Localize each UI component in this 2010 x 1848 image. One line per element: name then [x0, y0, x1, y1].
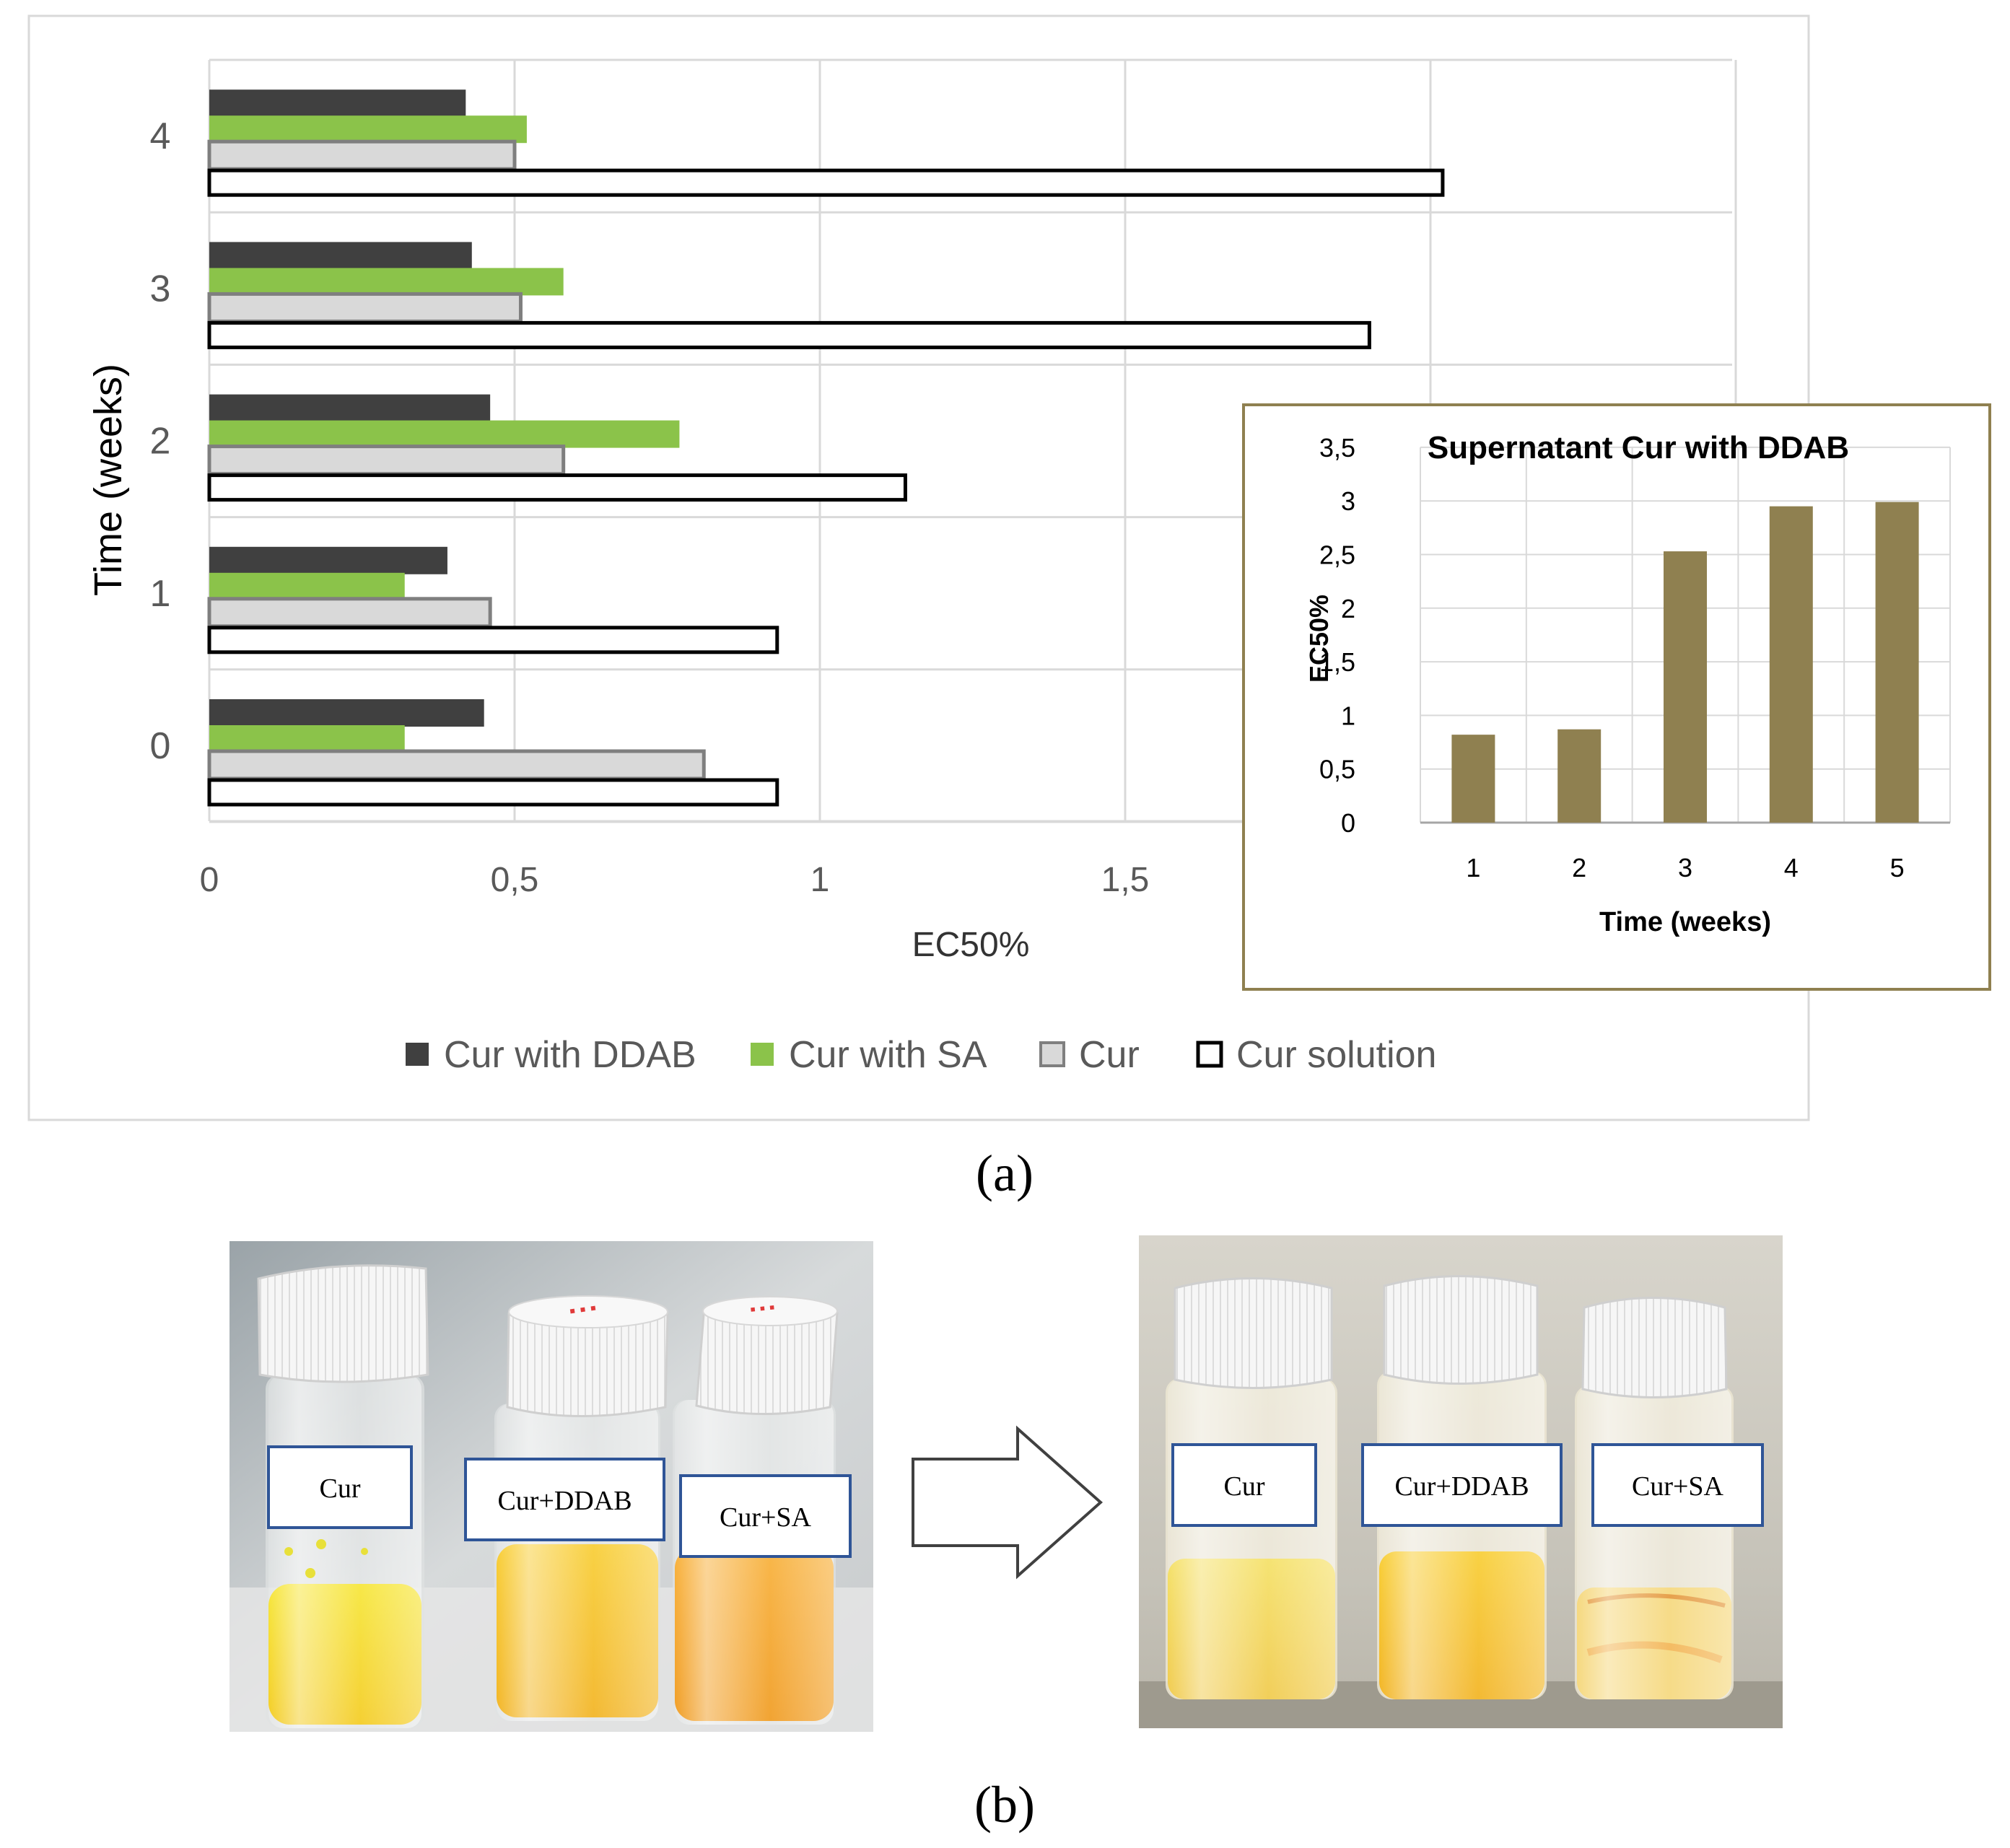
bar-cur-solution-week-0	[207, 778, 779, 807]
bar-cur-with-ddab-week-3	[209, 242, 472, 270]
caption-b: (b)	[974, 1776, 1035, 1834]
inset-x-tick-label: 1	[1466, 853, 1480, 883]
inset-bar-week-5	[1875, 502, 1919, 823]
bar-cur-week-0	[207, 749, 706, 781]
main-x-tick-label: 1	[810, 861, 830, 899]
inset-y-tick-label: 2,5	[1319, 540, 1355, 570]
vial-label-box	[679, 1474, 852, 1558]
bar-cur-with-ddab-week-0	[209, 699, 484, 727]
photo-after-labels: Cur Cur+DDAB Cur+SA	[1171, 1443, 1764, 1527]
bar-cur-week-2	[207, 445, 566, 476]
bar-cur-with-ddab-week-1	[209, 546, 447, 574]
inset-bar-week-4	[1769, 506, 1813, 823]
main-x-tick-label: 1,5	[1101, 861, 1150, 899]
main-y-tick-label: 1	[150, 573, 171, 615]
inset-y-tick-label: 0	[1341, 808, 1355, 838]
inset-x-tick-label: 4	[1784, 853, 1799, 883]
bar-cur-with-sa-week-3	[209, 268, 564, 296]
bar-cur-week-4	[207, 139, 517, 171]
bar-cur-solution-week-1	[207, 626, 779, 654]
vial-label-text: Cur+DDAB	[497, 1486, 632, 1516]
inset-chart-frame	[1242, 403, 1991, 991]
bar-cur-with-sa-week-0	[209, 725, 405, 753]
bar-cur-solution-week-4	[207, 168, 1445, 197]
inset-bar-chart: 0 0,5 1 1,5 2 2,5 3 3,5 1 2 3 4 5 Supernatant Cur wi…	[1242, 403, 1991, 991]
vial-label-box	[1591, 1443, 1764, 1527]
main-y-tick-label: 4	[150, 115, 171, 157]
inset-y-tick-label: 1,5	[1319, 647, 1355, 677]
inset-chart-title: Supernatant Cur with DDAB	[1428, 430, 1849, 465]
legend-swatch	[1039, 1041, 1065, 1067]
inset-chart-bars	[1451, 502, 1919, 823]
inset-chart-y-axis-label: EC50%	[1304, 595, 1334, 683]
vial-label-box	[464, 1458, 665, 1541]
vial-label-text: Cur+SA	[720, 1502, 812, 1533]
inset-y-tick-label: 3	[1341, 486, 1355, 516]
bar-cur-week-1	[207, 597, 492, 629]
inset-y-tick-label: 3,5	[1319, 433, 1355, 463]
main-chart-x-axis-label: EC50%	[912, 926, 1030, 964]
bar-cur-with-sa-week-1	[209, 572, 405, 600]
inset-y-tick-label: 0,5	[1319, 755, 1355, 784]
main-chart-legend: Cur with DDAB Cur with SA Cur Cur solution	[406, 1034, 1436, 1076]
main-chart-ticks: 0 0,5 1 1,5 0 1 2 3 4	[150, 115, 1150, 899]
legend-label: Cur solution	[1236, 1034, 1436, 1076]
legend-label: Cur	[1079, 1034, 1140, 1076]
vial-label-box	[1171, 1443, 1317, 1527]
inset-y-tick-label: 2	[1341, 594, 1355, 623]
inset-bar-week-1	[1451, 735, 1495, 823]
photo-before-labels: Cur Cur+DDAB Cur+SA	[267, 1445, 852, 1558]
main-x-tick-label: 0,5	[491, 861, 539, 899]
legend-swatch	[751, 1043, 774, 1066]
legend-label: Cur with DDAB	[444, 1034, 696, 1076]
bar-cur-week-3	[207, 292, 523, 323]
vial-label-text: Cur	[1224, 1471, 1265, 1502]
svg-text:▪ ▪ ▪: ▪ ▪ ▪	[568, 1299, 598, 1321]
inset-x-tick-label: 3	[1678, 853, 1692, 883]
photo-before: ▪ ▪ ▪ ▪ ▪ ▪ Cur Cur+DDAB Cur+SA	[230, 1241, 873, 1732]
vial-label-box	[267, 1445, 413, 1529]
vial-label-box	[1361, 1443, 1563, 1527]
legend-swatch	[406, 1043, 429, 1066]
inset-x-tick-label: 5	[1890, 853, 1905, 883]
legend-label: Cur with SA	[789, 1034, 987, 1076]
inset-x-tick-label: 2	[1572, 853, 1586, 883]
bar-cur-with-ddab-week-2	[209, 394, 491, 422]
main-chart-bars	[207, 89, 1445, 807]
main-chart-y-axis-label: Time (weeks)	[87, 364, 130, 596]
main-y-tick-label: 2	[150, 421, 171, 463]
bar-cur-with-ddab-week-4	[209, 89, 466, 118]
vial-label-text: Cur	[320, 1473, 361, 1504]
inset-y-tick-label: 1	[1341, 701, 1355, 730]
vial-label-text: Cur+SA	[1632, 1471, 1724, 1502]
vial-label-text: Cur+DDAB	[1394, 1471, 1529, 1502]
bar-cur-solution-week-2	[207, 473, 907, 502]
main-y-tick-label: 3	[150, 268, 171, 310]
arrow-right-icon	[912, 1425, 1104, 1580]
bar-cur-with-sa-week-2	[209, 420, 680, 448]
photo-after: Cur Cur+DDAB Cur+SA	[1139, 1235, 1783, 1728]
inset-chart-ticks: 0 0,5 1 1,5 2 2,5 3 3,5 1 2 3 4 5	[1319, 433, 1905, 883]
bar-cur-with-sa-week-4	[209, 115, 527, 144]
legend-swatch	[1196, 1041, 1223, 1068]
inset-bar-week-3	[1664, 551, 1707, 823]
inset-bar-week-2	[1557, 729, 1602, 823]
inset-chart-x-axis-label: Time (weeks)	[1599, 907, 1771, 937]
main-x-tick-label: 0	[200, 861, 219, 899]
svg-text:▪ ▪ ▪: ▪ ▪ ▪	[749, 1298, 776, 1318]
main-y-tick-label: 0	[150, 725, 171, 767]
caption-a: (a)	[976, 1144, 1034, 1202]
bar-cur-solution-week-3	[207, 320, 1371, 349]
